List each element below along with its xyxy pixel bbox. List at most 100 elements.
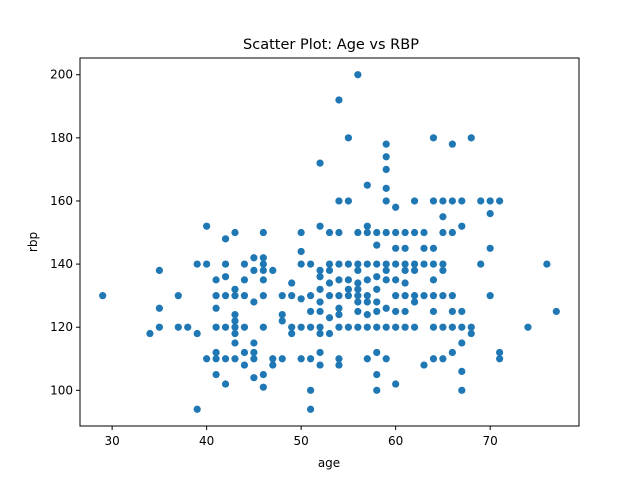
scatter-point <box>288 279 296 287</box>
scatter-point <box>155 323 163 331</box>
scatter-point <box>392 276 400 284</box>
scatter-point <box>458 339 466 347</box>
scatter-point <box>401 244 409 252</box>
scatter-point <box>335 304 343 312</box>
scatter-point <box>316 307 324 316</box>
scatter-point <box>392 307 400 316</box>
scatter-point <box>458 307 466 316</box>
scatter-point <box>392 292 400 300</box>
scatter-point <box>373 323 381 331</box>
scatter-point <box>240 361 249 369</box>
scatter-point <box>354 71 362 79</box>
scatter-point <box>250 339 258 347</box>
scatter-point <box>174 323 182 331</box>
scatter-point <box>155 304 163 312</box>
scatter-point <box>269 266 277 275</box>
scatter-point <box>410 323 419 331</box>
scatter-point <box>325 292 334 300</box>
scatter-point <box>278 355 286 363</box>
scatter-point <box>231 339 239 347</box>
scatter-point <box>325 279 334 287</box>
scatter-point <box>354 266 362 275</box>
scatter-point <box>344 323 353 331</box>
scatter-point <box>373 386 381 394</box>
scatter-point <box>288 323 296 331</box>
scatter-point <box>335 292 343 300</box>
scatter-point <box>392 203 400 211</box>
scatter-point <box>382 304 390 312</box>
scatter-point <box>382 197 390 205</box>
scatter-point <box>325 314 334 322</box>
scatter-point <box>382 140 390 148</box>
scatter-point <box>373 241 381 249</box>
x-axis-ticks: 30 40 50 60 70 <box>104 426 498 448</box>
scatter-point <box>382 276 390 284</box>
scatter-point <box>99 292 107 300</box>
scatter-point <box>373 228 381 237</box>
scatter-point <box>259 276 267 284</box>
scatter-point <box>221 273 230 281</box>
scatter-point <box>496 355 504 363</box>
scatter-point <box>467 323 475 331</box>
scatter-point <box>212 355 220 363</box>
scatter-point <box>231 292 239 300</box>
scatter-point <box>278 292 286 300</box>
scatter-point <box>496 348 504 357</box>
scatter-point <box>325 329 334 338</box>
scatter-point <box>439 260 447 268</box>
scatter-point <box>212 323 220 331</box>
scatter-point <box>316 298 324 306</box>
scatter-point <box>297 260 305 268</box>
scatter-point <box>392 244 400 252</box>
scatter-point <box>467 134 475 142</box>
scatter-point <box>458 197 466 205</box>
scatter-point <box>363 292 371 300</box>
scatter-point <box>344 134 353 142</box>
scatter-point <box>448 307 456 316</box>
scatter-point <box>382 153 390 161</box>
scatter-point <box>420 228 428 237</box>
scatter-point <box>373 298 381 306</box>
scatter-point <box>382 228 390 237</box>
scatter-point <box>203 222 211 230</box>
scatter-point <box>193 260 201 268</box>
scatter-point <box>344 197 353 205</box>
scatter-point <box>373 273 381 281</box>
scatter-point <box>354 323 362 331</box>
scatter-point <box>316 285 324 293</box>
scatter-point <box>297 247 305 256</box>
scatter-point <box>439 292 447 300</box>
y-tick-label: 160 <box>50 194 73 208</box>
scatter-point <box>231 323 239 331</box>
scatter-point <box>306 405 315 413</box>
scatter-point <box>392 228 400 237</box>
chart-title: Scatter Plot: Age vs RBP <box>243 37 419 53</box>
scatter-point <box>392 323 400 331</box>
scatter-point <box>429 197 438 205</box>
scatter-point <box>344 292 353 300</box>
scatter-point <box>335 197 343 205</box>
scatter-point <box>316 273 324 281</box>
scatter-point <box>335 355 343 363</box>
scatter-point <box>335 96 343 104</box>
scatter-point <box>354 298 362 306</box>
scatter-point <box>297 355 305 363</box>
scatter-point <box>429 355 438 363</box>
scatter-point <box>221 260 230 268</box>
y-tick-label: 140 <box>50 257 73 271</box>
scatter-point <box>240 323 249 331</box>
points-layer <box>99 71 560 413</box>
scatter-point <box>316 323 324 331</box>
scatter-point <box>354 285 362 293</box>
scatter-point <box>429 244 438 252</box>
scatter-point <box>458 386 466 394</box>
scatter-point <box>363 222 371 230</box>
scatter-point <box>174 292 182 300</box>
scatter-point <box>439 355 447 363</box>
scatter-point <box>269 355 277 363</box>
scatter-point <box>401 228 409 237</box>
scatter-point <box>325 260 334 268</box>
scatter-point <box>420 244 428 252</box>
scatter-point <box>477 260 485 268</box>
